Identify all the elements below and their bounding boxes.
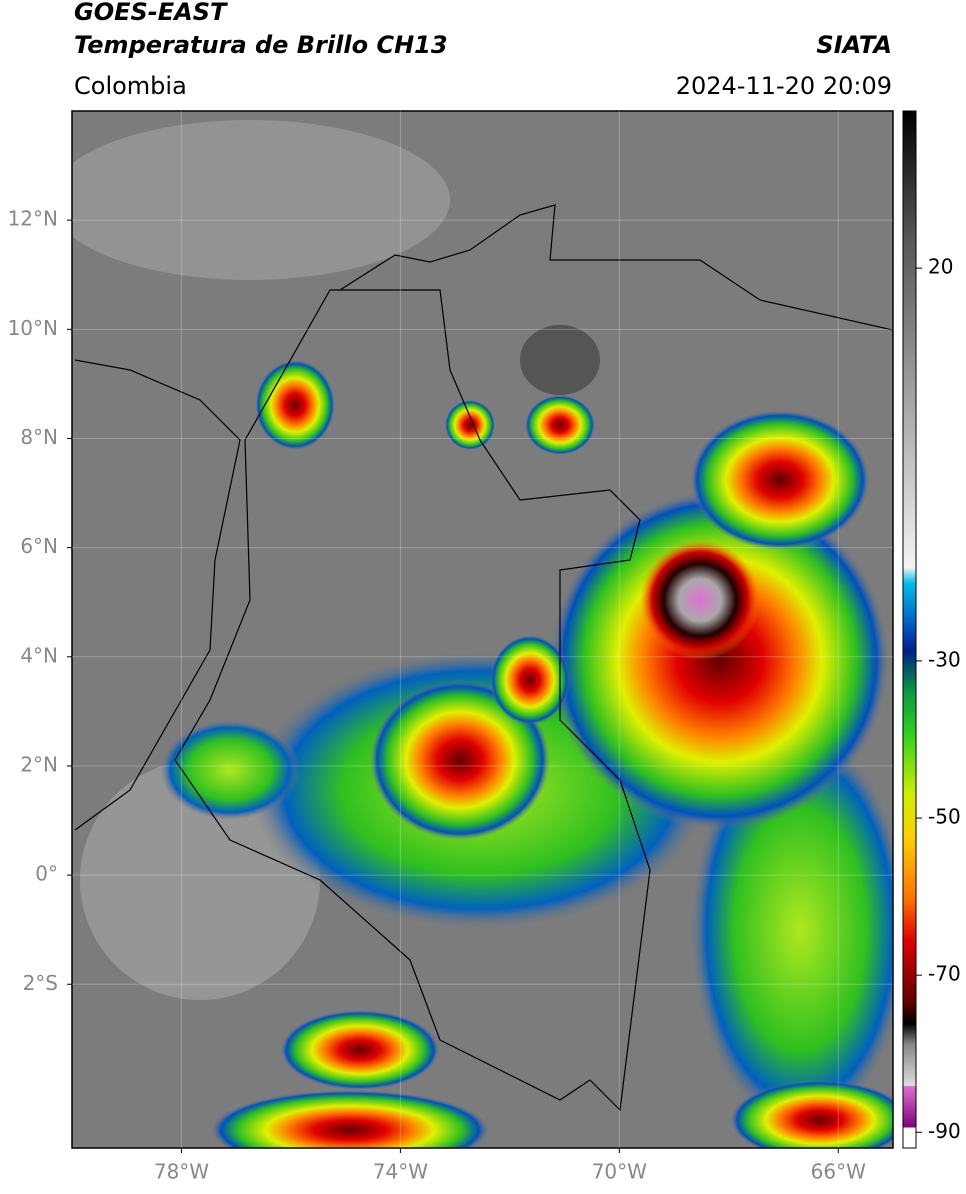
map-frame	[71, 110, 894, 1149]
y-tick-label: 4°N	[20, 643, 58, 667]
y-tick-label: 2°N	[20, 752, 58, 776]
colorbar-tick-label: -70	[928, 962, 961, 986]
x-tick-label: 74°W	[373, 1160, 428, 1184]
colorbar-tick-label: -30	[928, 647, 961, 671]
y-tick-label: 2°S	[23, 971, 58, 995]
y-tick-label: 10°N	[8, 316, 58, 340]
coastline	[74, 204, 893, 831]
colorbar-tick-label: -90	[928, 1119, 961, 1143]
x-tick-label: 70°W	[592, 1160, 647, 1184]
colorbar-tick-label: -50	[928, 805, 961, 829]
country-border	[174, 289, 651, 1112]
colorbar	[902, 110, 917, 1149]
x-tick-label: 66°W	[811, 1160, 866, 1184]
y-tick-label: 0°	[35, 862, 58, 886]
subtitle: Temperatura de Brillo CH13	[74, 31, 448, 59]
satellite-image	[72, 111, 893, 1148]
colorbar-tick-label: 20	[928, 255, 953, 279]
source: SIATA	[816, 31, 892, 59]
y-tick-label: 6°N	[20, 534, 58, 558]
y-tick-label: 8°N	[20, 425, 58, 449]
datetime: 2024-11-20 20:09	[676, 72, 892, 100]
x-tick-label: 78°W	[154, 1160, 209, 1184]
region: Colombia	[74, 72, 187, 100]
y-tick-label: 12°N	[8, 207, 58, 231]
title: GOES-EAST	[74, 0, 228, 26]
